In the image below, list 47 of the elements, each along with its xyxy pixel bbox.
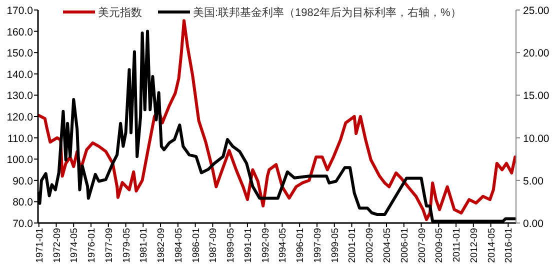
y-tick-label: 140.0 <box>6 68 34 81</box>
y-tick-label: 160.0 <box>6 26 34 38</box>
y-tick-label: 130.0 <box>6 90 34 102</box>
x-tick-label: 1991-01 <box>242 228 254 263</box>
x-tick-label: 1989-05 <box>226 228 237 263</box>
x-tick-label: 2009-05 <box>434 228 446 263</box>
x-tick-label: 2004-05 <box>382 228 394 263</box>
y-tick-label: 150.0 <box>6 48 34 60</box>
x-tick-label: 1986-01 <box>190 228 202 263</box>
x-tick-label: 2002-09 <box>364 228 376 263</box>
x-tick-label: 2012-09 <box>468 228 480 263</box>
x-tick-label: 1977-09 <box>104 228 115 263</box>
legend-label: 美元指数 <box>98 6 142 19</box>
legend-label: 美国:联邦基金利率（1982年后为目标利率，右轴，%） <box>193 6 462 19</box>
y-tick-label: 90.0 <box>12 175 34 188</box>
y-tick-label: 120.0 <box>6 112 34 124</box>
y2-tick-label: 15.00 <box>523 90 550 102</box>
x-tick-label: 2011-01 <box>452 228 463 262</box>
y2-tick-label: 10.00 <box>523 132 550 145</box>
x-tick-label: 1981-01 <box>138 228 150 263</box>
x-tick-label: 1999-05 <box>330 228 341 263</box>
y2-tick-label: 0.00 <box>523 218 544 230</box>
y2-tick-label: 20.00 <box>523 48 550 60</box>
x-tick-label: 1987-09 <box>208 228 220 263</box>
x-tick-label: 1992-09 <box>260 228 272 263</box>
y2-tick-label: 25.00 <box>523 5 550 17</box>
x-tick-label: 2001-01 <box>347 228 358 263</box>
x-tick-label: 1996-01 <box>295 228 306 263</box>
x-tick-label: 1984-05 <box>173 228 184 263</box>
x-tick-label: 1979-05 <box>121 228 132 263</box>
x-tick-label: 2006-01 <box>399 228 410 263</box>
y-tick-label: 110.0 <box>8 132 34 145</box>
x-tick-label: 1972-09 <box>52 228 63 263</box>
y2-tick-label: 5.00 <box>523 175 544 188</box>
x-tick-label: 1994-05 <box>278 228 289 263</box>
y-tick-label: 170.0 <box>6 5 34 17</box>
y-tick-label: 70.0 <box>12 218 34 230</box>
x-tick-label: 1976-01 <box>86 228 98 263</box>
y-tick-label: 100.0 <box>6 154 34 166</box>
x-tick-label: 1997-09 <box>312 228 324 263</box>
x-tick-label: 1971-01 <box>34 228 46 263</box>
y-tick-label: 80.0 <box>12 196 34 209</box>
x-tick-label: 1982-09 <box>156 228 168 263</box>
x-tick-label: 2007-09 <box>416 228 428 263</box>
x-tick-label: 2014-05 <box>486 228 498 263</box>
x-tick-label: 2016-01 <box>504 228 515 263</box>
x-tick-label: 1974-05 <box>69 228 80 263</box>
